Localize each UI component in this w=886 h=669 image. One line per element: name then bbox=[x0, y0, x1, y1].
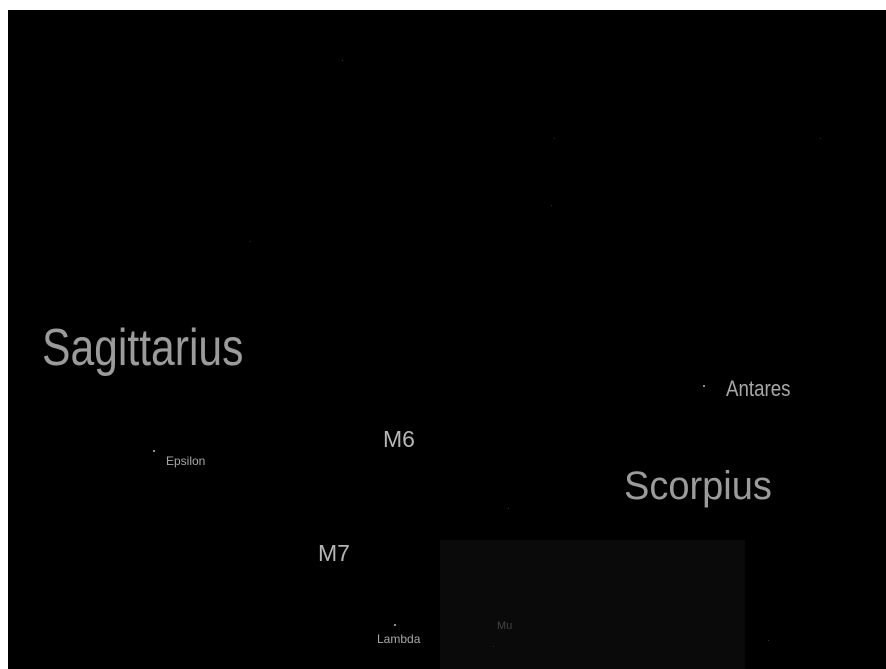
star-dot bbox=[153, 450, 155, 452]
star-dot bbox=[250, 241, 251, 242]
sky-view: Sagittarius Scorpius Antares Epsilon Lam… bbox=[8, 10, 886, 669]
constellation-label[interactable]: Scorpius bbox=[624, 466, 772, 506]
star-label[interactable]: Lambda bbox=[377, 633, 420, 645]
star-dot bbox=[508, 508, 509, 509]
star-dot bbox=[493, 646, 494, 647]
overlay-panel bbox=[440, 540, 745, 669]
deep-sky-label[interactable]: M6 bbox=[383, 428, 415, 451]
deep-sky-label[interactable]: M7 bbox=[318, 542, 350, 565]
star-dot bbox=[768, 640, 769, 641]
star-dot bbox=[820, 138, 821, 139]
star-label[interactable]: Epsilon bbox=[166, 455, 205, 467]
constellation-label[interactable]: Sagittarius bbox=[42, 322, 243, 374]
star-dot bbox=[703, 385, 705, 387]
star-dot bbox=[342, 60, 343, 61]
star-dot bbox=[551, 205, 552, 206]
star-label[interactable]: Antares bbox=[726, 378, 790, 400]
star-dot bbox=[394, 624, 396, 626]
star-label[interactable]: Mu bbox=[497, 621, 512, 632]
star-dot bbox=[554, 138, 555, 139]
page: Sagittarius Scorpius Antares Epsilon Lam… bbox=[0, 0, 886, 669]
